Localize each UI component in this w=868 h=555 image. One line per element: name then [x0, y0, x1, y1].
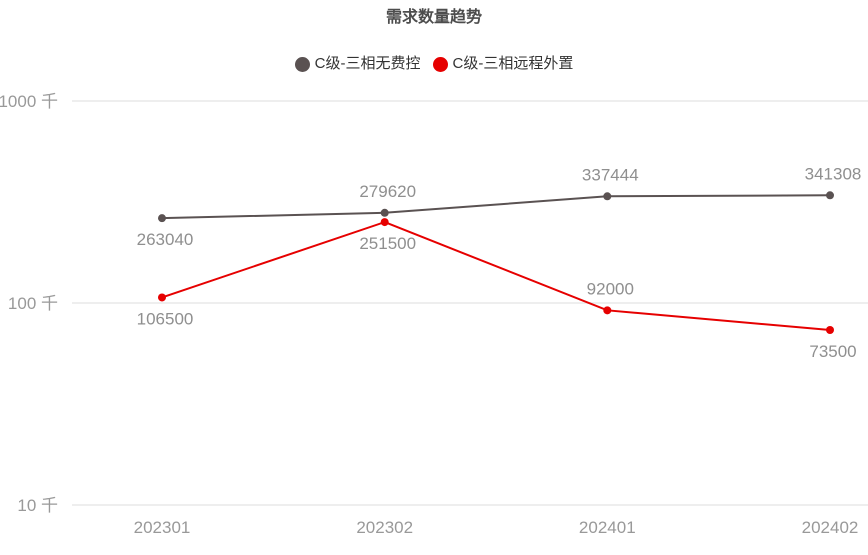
series-line — [161, 221, 831, 332]
value-label: 279620 — [359, 182, 416, 201]
value-label: 263040 — [137, 230, 194, 249]
legend-label: C级-三相无费控 — [314, 55, 421, 72]
chart-title: 需求数量趋势 — [385, 9, 482, 26]
value-label: 337444 — [582, 165, 639, 184]
legend-dot-icon — [294, 56, 310, 72]
legend-item-series-2[interactable]: C级-三相远程外置 — [432, 54, 574, 74]
y-tick-label: 1000 千 — [0, 92, 58, 111]
y-tick-label: 10 千 — [17, 496, 58, 515]
y-tick-label: 100 千 — [8, 294, 58, 313]
data-point — [380, 218, 389, 227]
data-point — [603, 306, 612, 315]
value-label: 341308 — [805, 164, 862, 183]
value-label: 73500 — [809, 342, 856, 361]
x-tick-label: 202302 — [356, 518, 413, 537]
legend-label: C级-三相远程外置 — [452, 55, 574, 72]
data-point — [158, 214, 166, 223]
series-line — [161, 194, 831, 220]
x-tick-label: 202402 — [802, 518, 859, 537]
value-label: 251500 — [359, 234, 416, 253]
data-point — [158, 293, 166, 302]
legend-item-series-1[interactable]: C级-三相无费控 — [294, 54, 421, 74]
value-label: 106500 — [137, 309, 194, 328]
chart-legend: C级-三相无费控 C级-三相远程外置 — [0, 54, 868, 74]
data-point — [826, 191, 834, 200]
data-point — [826, 326, 834, 335]
value-label: 92000 — [587, 279, 634, 298]
x-tick-label: 202401 — [579, 518, 636, 537]
legend-dot-icon — [432, 56, 448, 72]
data-point — [380, 208, 389, 217]
data-point — [603, 192, 612, 201]
x-tick-label: 202301 — [134, 518, 191, 537]
